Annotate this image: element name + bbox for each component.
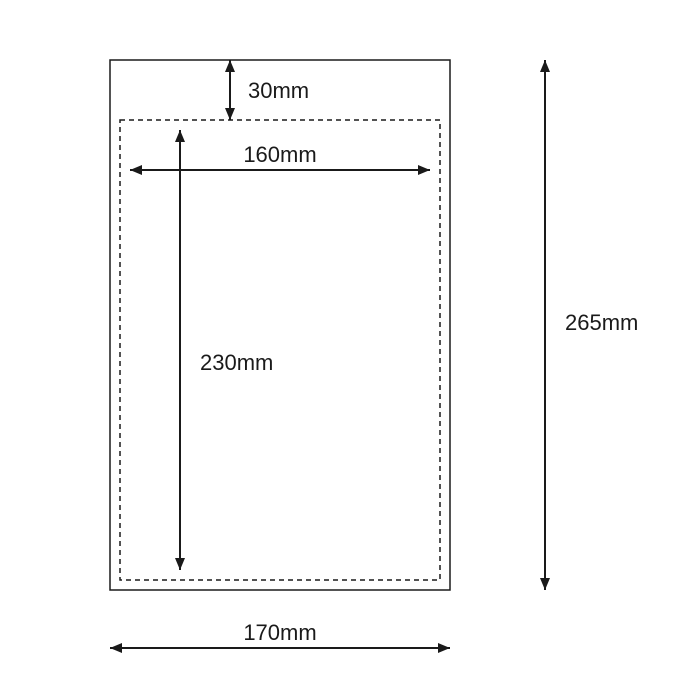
dim-label-top_gap: 30mm (248, 78, 309, 103)
dim-arrow-inner_h (175, 130, 185, 570)
dim-label-inner_h: 230mm (200, 350, 273, 375)
dim-label-outer_h: 265mm (565, 310, 638, 335)
inner-rect (120, 120, 440, 580)
dim-label-outer_w: 170mm (243, 620, 316, 645)
dimension-diagram: 30mm 160mm 230mm 265mm 170mm (0, 0, 700, 700)
dim-label-inner_w: 160mm (243, 142, 316, 167)
dim-arrow-top_gap (225, 60, 235, 120)
outer-rect (110, 60, 450, 590)
dim-arrow-outer_h (540, 60, 550, 590)
